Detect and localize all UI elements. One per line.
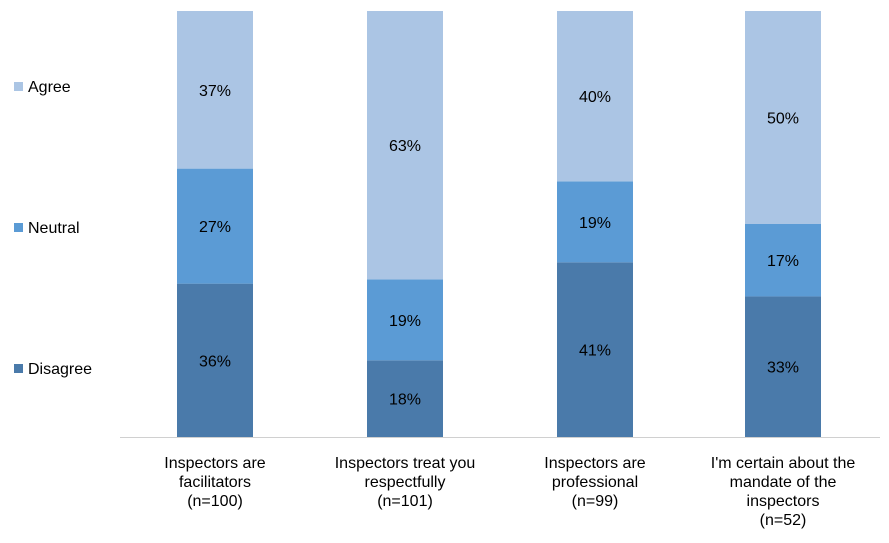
x-tick-label-line: (n=52) <box>760 512 807 529</box>
data-label-neutral-4: 17% <box>767 253 799 270</box>
legend-label-neutral: Neutral <box>28 220 80 237</box>
x-tick-label-line: Inspectors treat you <box>335 455 476 472</box>
data-label-disagree-4: 33% <box>767 360 799 377</box>
legend-swatch-agree <box>14 82 23 91</box>
bar-neutral-2 <box>367 279 443 361</box>
legend-swatch-neutral <box>14 223 23 232</box>
data-label-agree-2: 63% <box>389 138 421 155</box>
legend-swatch-disagree <box>14 364 23 373</box>
x-tick-label-1: Inspectors are facilitators (n=100) <box>164 455 265 510</box>
bar-agree-2 <box>367 11 443 280</box>
data-label-neutral-2: 19% <box>389 313 421 330</box>
bar-neutral-3 <box>557 181 633 263</box>
bar-disagree-2 <box>367 360 443 437</box>
x-tick-label-3: Inspectors are professional (n=99) <box>544 455 645 510</box>
x-tick-label-4: I'm certain about the mandate of the inspe… <box>711 455 856 529</box>
bar-agree-4 <box>745 11 821 224</box>
x-tick-label-line: (n=101) <box>377 493 433 510</box>
x-tick-label-line: I'm certain about the <box>711 455 856 472</box>
data-label-agree-1: 37% <box>199 83 231 100</box>
bar-neutral-4 <box>745 224 821 297</box>
x-tick-label-line: professional <box>552 474 638 491</box>
x-tick-label-line: respectfully <box>365 474 446 491</box>
x-tick-label-line: mandate of the <box>730 474 837 491</box>
legend-label-disagree: Disagree <box>28 361 92 378</box>
x-tick-label-line: Inspectors are <box>164 455 265 472</box>
bar-agree-3 <box>557 11 633 182</box>
x-tick-label-line: (n=100) <box>187 493 243 510</box>
data-label-agree-3: 40% <box>579 89 611 106</box>
bar-agree-1 <box>177 11 253 169</box>
data-label-agree-4: 50% <box>767 111 799 128</box>
data-label-neutral-3: 19% <box>579 215 611 232</box>
bar-disagree-3 <box>557 262 633 437</box>
x-tick-label-line: Inspectors are <box>544 455 645 472</box>
data-label-neutral-1: 27% <box>199 219 231 236</box>
x-tick-label-line: (n=99) <box>572 493 619 510</box>
data-label-disagree-3: 41% <box>579 343 611 360</box>
x-tick-label-2: Inspectors treat you respectfully (n=101) <box>335 455 476 510</box>
bar-disagree-4 <box>745 296 821 437</box>
bar-disagree-1 <box>177 283 253 437</box>
x-tick-label-line: facilitators <box>179 474 251 491</box>
bar-neutral-1 <box>177 168 253 284</box>
data-label-disagree-1: 36% <box>199 353 231 370</box>
x-tick-label-line: inspectors <box>747 493 820 510</box>
legend-label-agree: Agree <box>28 79 71 96</box>
data-label-disagree-2: 18% <box>389 392 421 409</box>
